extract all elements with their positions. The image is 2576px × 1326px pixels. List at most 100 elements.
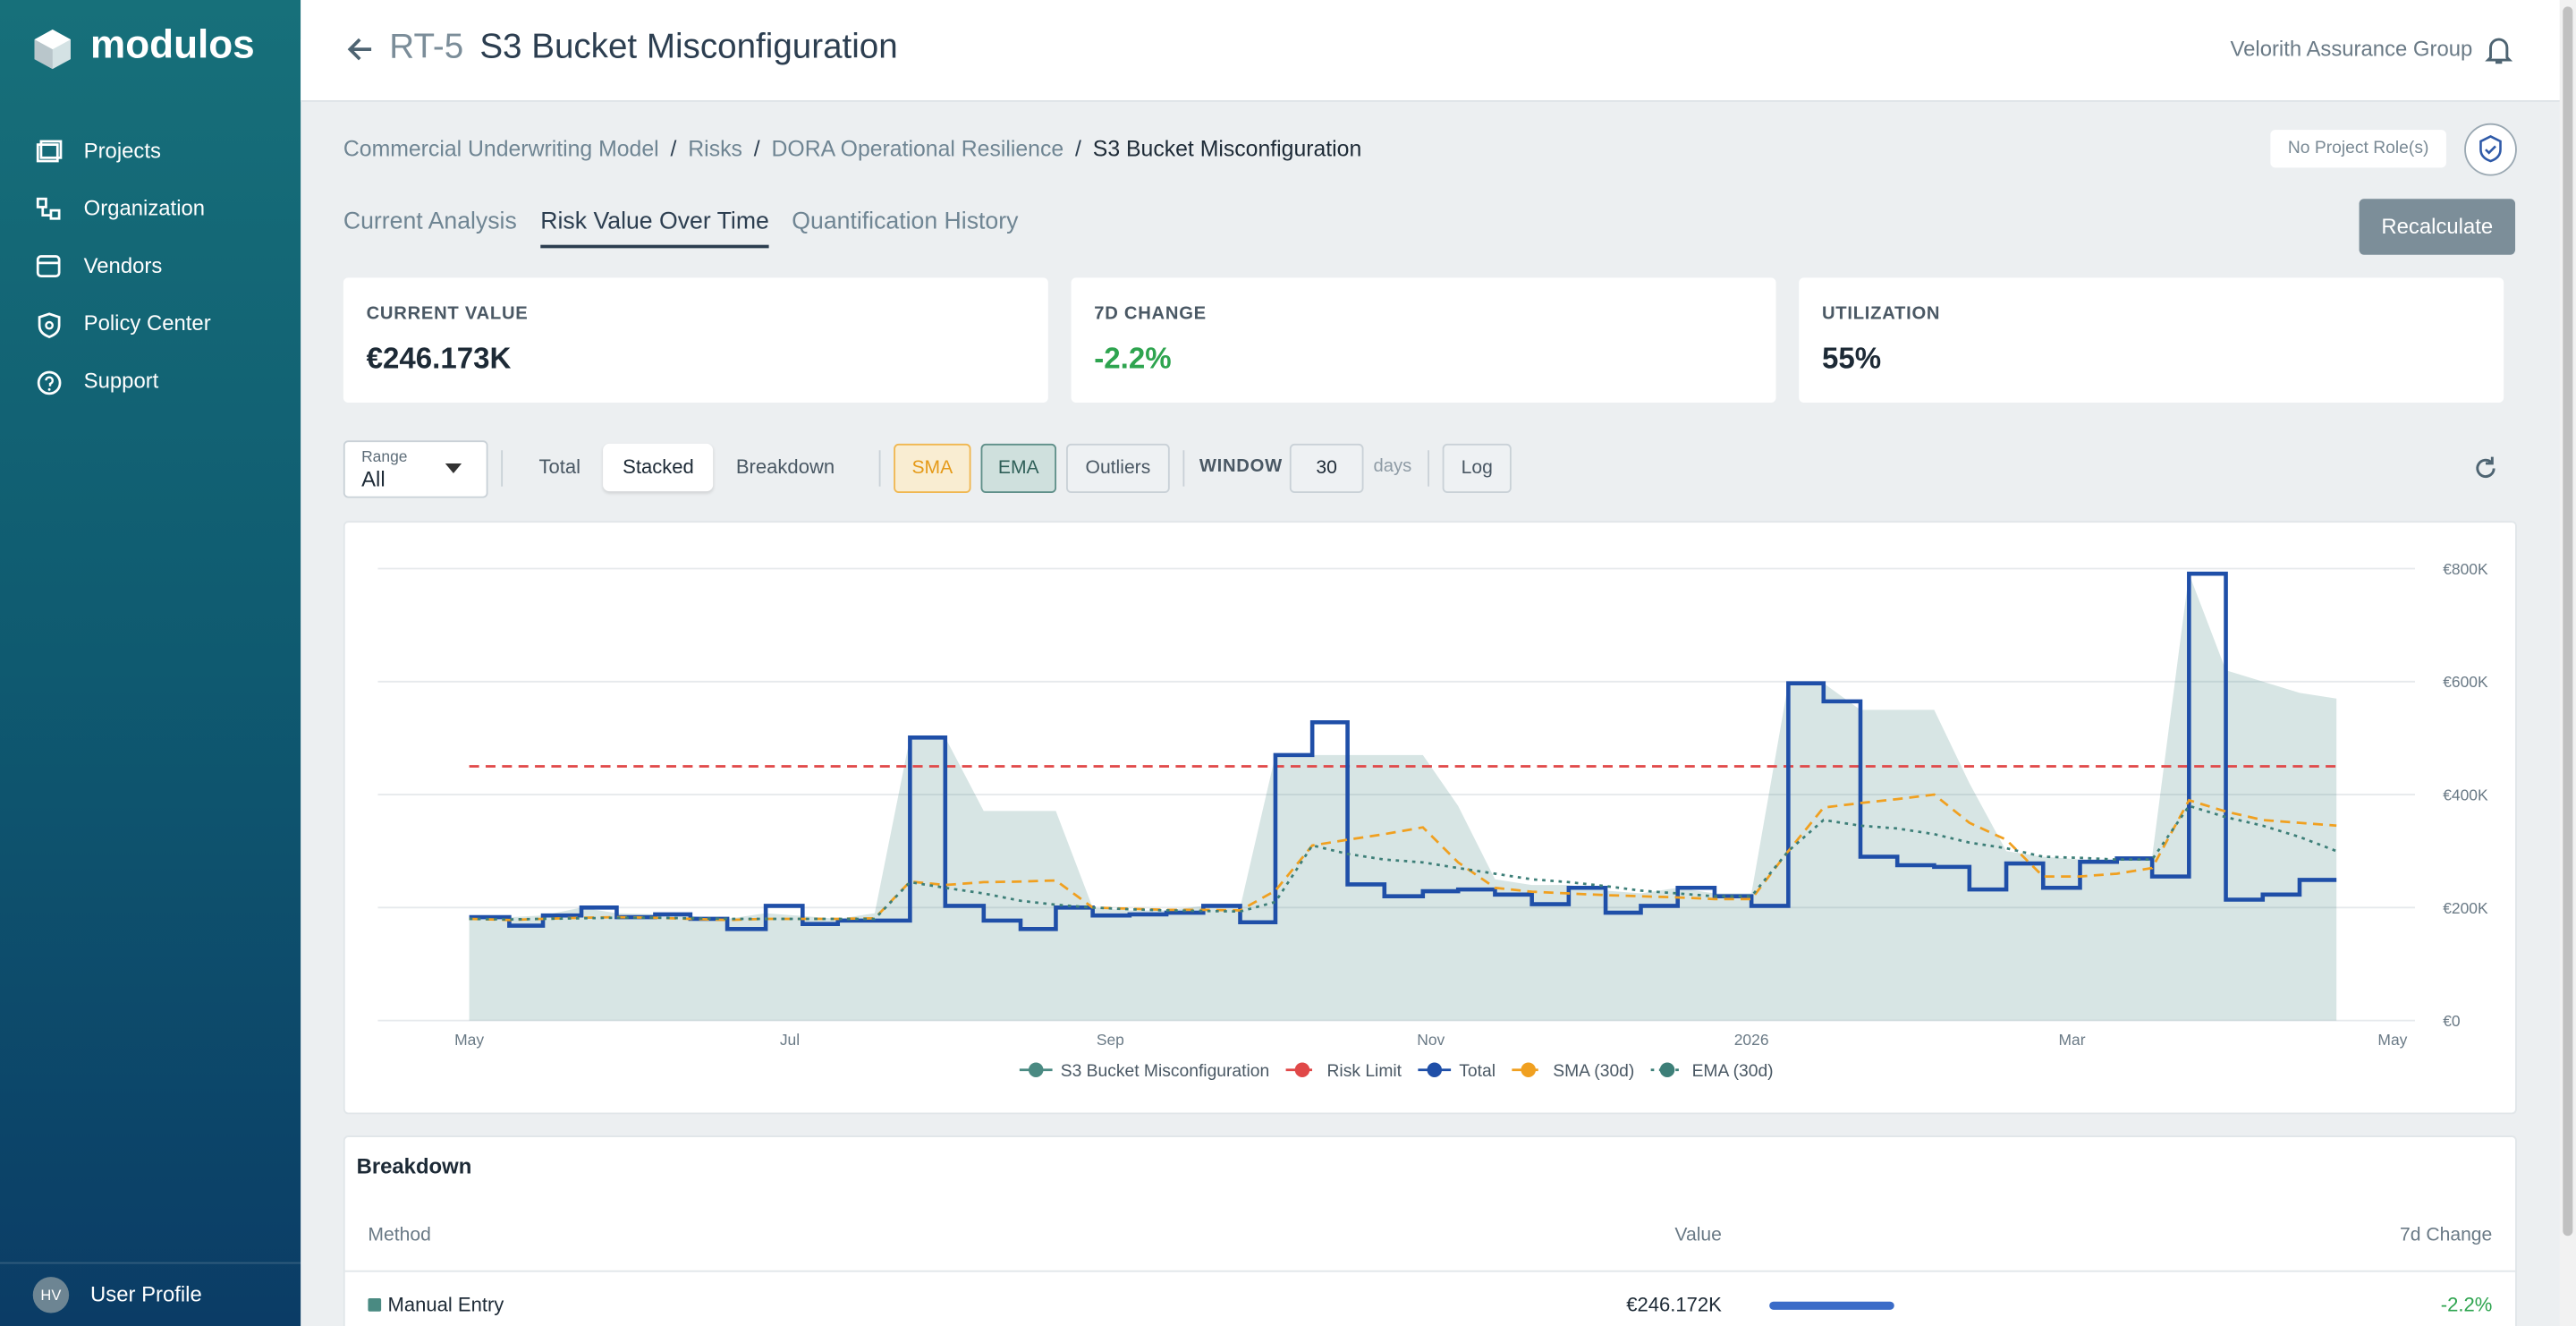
step-line (469, 571, 2337, 931)
card-value: 55% (1821, 342, 1882, 375)
nav-item[interactable]: Support (0, 357, 301, 406)
legend-dot (1659, 1062, 1675, 1077)
nav-label: Vendors (83, 252, 163, 278)
legend-dot (1294, 1062, 1310, 1077)
legend-label: EMA (30d) (1692, 1062, 1774, 1081)
x-tick-label: May (2377, 1031, 2407, 1049)
legend-label: S3 Bucket Misconfiguration (1061, 1062, 1269, 1081)
nav-icon (36, 197, 61, 220)
y-tick-label: €200K (2443, 899, 2488, 917)
legend-item: Total (1418, 1062, 1496, 1081)
nav-label: Projects (83, 138, 161, 163)
method-swatch (368, 1298, 382, 1312)
breadcrumb[interactable]: DORA Operational Resilience (771, 136, 1064, 162)
range-select[interactable]: Range All (343, 440, 488, 498)
refresh-icon[interactable] (2472, 455, 2498, 481)
settings-icon (2479, 135, 2502, 163)
x-tick-label: Mar (2059, 1031, 2086, 1049)
nav-icon (38, 312, 61, 338)
y-tick-label: €400K (2443, 786, 2488, 803)
separator (1428, 450, 1429, 487)
mode-button[interactable]: Stacked (603, 443, 714, 492)
x-tick-label: 2026 (1734, 1031, 1769, 1049)
breadcrumb[interactable]: Risks (688, 136, 742, 162)
role-badge: No Project Role(s) (2270, 130, 2446, 168)
breakdown-title: Breakdown (356, 1153, 472, 1178)
bell-icon[interactable] (2484, 35, 2513, 66)
nav-item[interactable]: Organization (0, 184, 301, 234)
legend-item: SMA (30d) (1512, 1062, 1634, 1081)
legend-label: SMA (30d) (1553, 1062, 1634, 1081)
value-bar (1769, 1301, 1894, 1310)
legend-label: Risk Limit (1327, 1062, 1402, 1081)
card-value: €246.173K (366, 342, 512, 375)
outliers-toggle[interactable]: Outliers (1066, 443, 1170, 494)
y-tick-label: €600K (2443, 673, 2488, 691)
recalculate-button[interactable]: Recalculate (2359, 199, 2516, 255)
divider (0, 1262, 301, 1264)
card: UTILIZATION 55% (1799, 277, 2504, 404)
mode-button[interactable]: Breakdown (735, 455, 835, 479)
card: CURRENT VALUE €246.173K (343, 277, 1048, 404)
sma-toggle[interactable]: SMA (894, 443, 971, 494)
legend: S3 Bucket Misconfiguration Risk Limit Tota… (1019, 1062, 1774, 1081)
user-name[interactable]: User Profile (90, 1281, 202, 1307)
range-value: All (361, 466, 386, 492)
mode-button[interactable]: Total (538, 455, 581, 479)
header: RT-5 S3 Bucket Misconfiguration Velorith… (301, 0, 2576, 102)
legend-item: S3 Bucket Misconfiguration (1019, 1062, 1269, 1081)
tab[interactable]: Current Analysis (343, 208, 517, 235)
breadcrumb[interactable]: Commercial Underwriting Model (343, 136, 659, 162)
settings-button[interactable] (2464, 123, 2517, 176)
card-label: 7D CHANGE (1094, 303, 1207, 324)
y-tick-label: €800K (2443, 560, 2488, 578)
nav-item[interactable]: Policy Center (0, 299, 301, 348)
window-input[interactable]: 30 (1289, 443, 1364, 494)
avatar[interactable]: HV (32, 1277, 70, 1313)
nav-label: Support (83, 368, 159, 393)
nav-icon (36, 140, 63, 163)
chart-card: €0 €200K €400K €600K €800K May Jul Sep Nov 2026 Ma… (343, 521, 2517, 1115)
card-label: CURRENT VALUE (366, 303, 529, 324)
column-header: Method (368, 1226, 431, 1246)
breadcrumb-current: S3 Bucket Misconfiguration (1092, 136, 1362, 162)
breakdown-card: Breakdown Method Value 7d Change Manual … (343, 1135, 2517, 1326)
legend-item: EMA (30d) (1650, 1062, 1774, 1081)
brand: modulos (90, 22, 255, 68)
nav-item[interactable]: Projects (0, 126, 301, 175)
window-label: WINDOW (1199, 456, 1283, 477)
legend-item: Risk Limit (1285, 1062, 1402, 1081)
tab[interactable]: Quantification History (792, 208, 1019, 235)
scrollbar (2559, 0, 2576, 1326)
column-header: 7d Change (2399, 1226, 2493, 1246)
nav-label: Policy Center (83, 310, 211, 336)
legend-label: Total (1459, 1062, 1496, 1081)
separator (501, 450, 504, 487)
x-tick-label: May (454, 1031, 484, 1049)
legend-dot (1427, 1062, 1443, 1077)
card: 7D CHANGE -2.2% (1071, 277, 1776, 404)
separator (1182, 450, 1185, 487)
ema-toggle[interactable]: EMA (980, 443, 1057, 494)
log-toggle[interactable]: Log (1442, 443, 1512, 494)
back-icon[interactable] (345, 35, 375, 64)
nav-item[interactable]: Vendors (0, 242, 301, 291)
brand-logo (34, 30, 71, 70)
divider (344, 1270, 2516, 1272)
tab-active[interactable]: Risk Value Over Time (540, 208, 769, 249)
method-value: €246.172K (1626, 1293, 1722, 1317)
nav-label: Organization (83, 195, 206, 221)
page-title: S3 Bucket Misconfiguration (479, 28, 898, 66)
method-change: -2.2% (2440, 1293, 2493, 1317)
column-header: Value (1674, 1226, 1722, 1246)
x-tick-label: Jul (780, 1031, 800, 1049)
org-name[interactable]: Velorith Assurance Group (2230, 36, 2473, 61)
breadcrumbs: Commercial Underwriting Model / Risks / DORA… (343, 136, 1362, 162)
chart: €0 €200K €400K €600K €800K May Jul Sep Nov 2026 Ma… (377, 560, 2488, 1081)
risk-id: RT-5 (389, 28, 464, 66)
legend-dot (1028, 1062, 1044, 1077)
sidebar: modulos Projects Organization Vendors Po… (0, 0, 301, 1326)
x-tick-label: Nov (1417, 1031, 1445, 1049)
